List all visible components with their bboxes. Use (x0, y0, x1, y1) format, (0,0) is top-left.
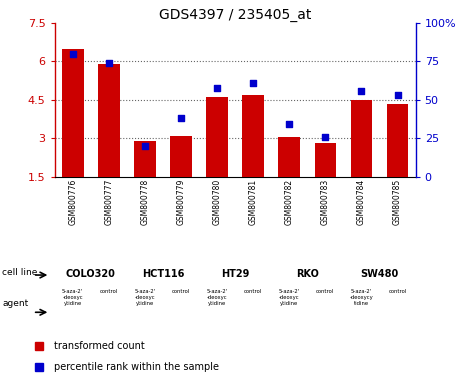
Point (322, 134, 329, 140)
Bar (62, 49, 84, 215)
Text: control: control (316, 289, 334, 294)
Text: SW480: SW480 (361, 268, 399, 279)
Bar (134, 141, 156, 215)
Text: control: control (244, 289, 262, 294)
Bar (206, 97, 228, 215)
Text: GSM800782: GSM800782 (285, 179, 294, 225)
Point (394, 92, 401, 98)
Bar (98, 64, 120, 215)
Text: cell line: cell line (2, 268, 38, 276)
Text: GSM800780: GSM800780 (213, 179, 221, 225)
Text: COLO320: COLO320 (66, 268, 116, 279)
Text: transformed count: transformed count (54, 341, 145, 351)
Text: GSM800781: GSM800781 (249, 179, 257, 225)
Title: GDS4397 / 235405_at: GDS4397 / 235405_at (159, 8, 311, 22)
Text: control: control (389, 289, 407, 294)
Point (285, 121, 293, 127)
Text: percentile rank within the sample: percentile rank within the sample (54, 362, 219, 372)
Text: GSM800776: GSM800776 (68, 179, 77, 225)
Text: control: control (100, 289, 118, 294)
Point (249, 80, 257, 86)
Point (358, 88, 365, 94)
Text: HCT116: HCT116 (142, 268, 184, 279)
Bar (387, 104, 408, 215)
Text: GSM800777: GSM800777 (104, 179, 113, 225)
Bar (351, 100, 372, 215)
Bar (170, 136, 192, 215)
Point (141, 143, 149, 149)
Text: 5-aza-2'
-deoxyc
ytidine: 5-aza-2' -deoxyc ytidine (207, 289, 228, 306)
Text: 5-aza-2'
-deoxyc
ytidine: 5-aza-2' -deoxyc ytidine (279, 289, 300, 306)
Text: GSM800785: GSM800785 (393, 179, 402, 225)
Point (69, 51, 76, 57)
Bar (314, 143, 336, 215)
Text: agent: agent (2, 299, 28, 308)
Text: GSM800778: GSM800778 (141, 179, 149, 225)
Point (105, 60, 113, 66)
Point (213, 84, 221, 91)
Text: 5-aza-2'
-deoxycy
tidine: 5-aza-2' -deoxycy tidine (350, 289, 373, 306)
Text: HT29: HT29 (221, 268, 249, 279)
Bar (278, 137, 300, 215)
Text: RKO: RKO (296, 268, 319, 279)
Text: GSM800784: GSM800784 (357, 179, 366, 225)
Bar (242, 95, 264, 215)
Point (177, 115, 185, 121)
Text: GSM800779: GSM800779 (177, 179, 185, 225)
Text: 5-aza-2'
-deoxyc
ytidine: 5-aza-2' -deoxyc ytidine (62, 289, 83, 306)
Text: 5-aza-2'
-deoxyc
ytidine: 5-aza-2' -deoxyc ytidine (134, 289, 155, 306)
Text: control: control (172, 289, 190, 294)
Text: GSM800783: GSM800783 (321, 179, 330, 225)
